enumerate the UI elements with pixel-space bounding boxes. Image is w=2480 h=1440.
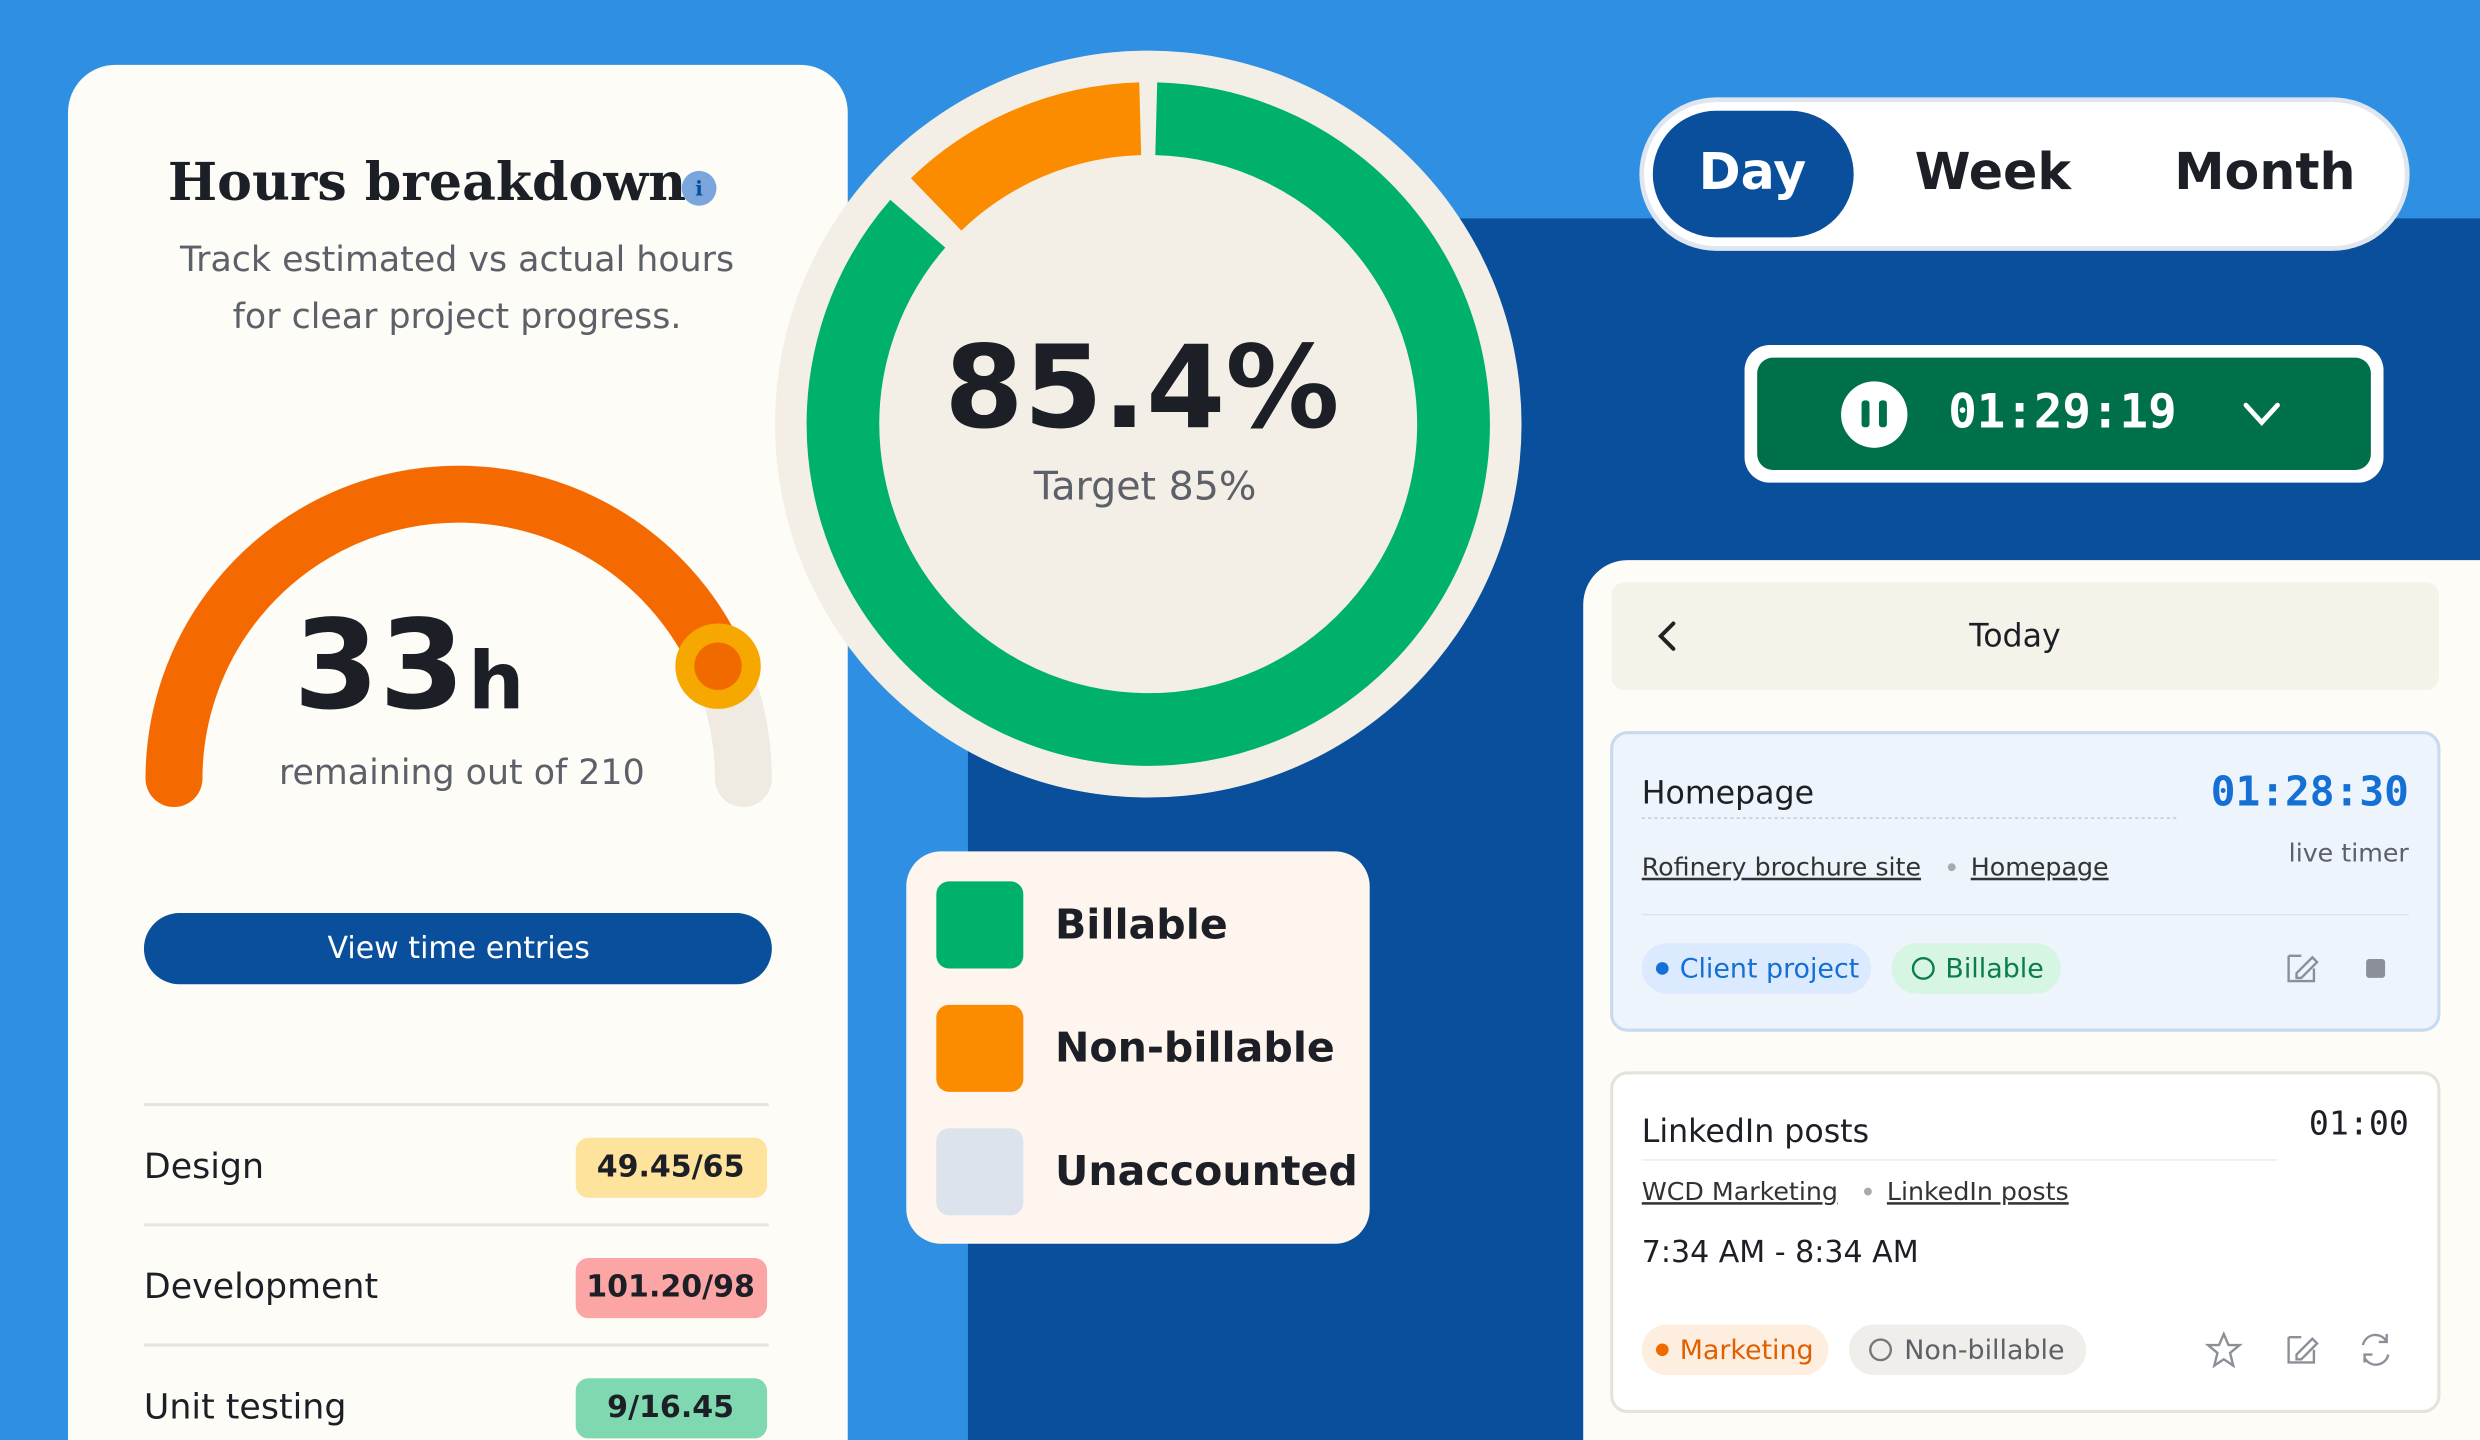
row-pill: [575, 1258, 768, 1319]
star-icon[interactable]: [2204, 1330, 2243, 1369]
repeat-icon[interactable]: [2361, 1333, 2390, 1366]
subtitle: for clear project progress.: [233, 297, 682, 337]
tag-icon: [1869, 1338, 1893, 1362]
edit-icon[interactable]: [2287, 1335, 2319, 1364]
row-pill: [575, 1137, 768, 1198]
entry-link[interactable]: Homepage: [1971, 853, 2109, 882]
tab-label[interactable]: Month: [2174, 142, 2355, 201]
tag: [1848, 1324, 2087, 1376]
legend-swatch: [936, 881, 1024, 969]
donut-caption: Target 85%: [1033, 463, 1257, 509]
row-label: Design: [144, 1147, 264, 1187]
tag-dot: [1655, 962, 1669, 975]
entry-time: 01:00: [2309, 1104, 2409, 1143]
legend-swatch: [936, 1004, 1024, 1092]
non-billable-arc: [910, 82, 1142, 232]
row-value: 49.45/65: [597, 1149, 745, 1184]
tag-icon: [1911, 956, 1935, 980]
active-tab[interactable]: [1652, 110, 1854, 238]
legend-label: Billable: [1055, 900, 1228, 948]
hours-card: [68, 64, 848, 1440]
remaining-value: 33: [293, 594, 465, 738]
legend-label: Non-billable: [1055, 1024, 1335, 1072]
info-icon[interactable]: [681, 170, 717, 206]
row-value: 9/16.45: [607, 1390, 734, 1425]
legend-label: Unaccounted: [1055, 1147, 1358, 1195]
donut-value: 85.4%: [944, 321, 1339, 454]
remaining-text: remaining out of 210: [279, 753, 645, 793]
row-value: 101.20/98: [586, 1270, 755, 1305]
pause-bar: [1861, 400, 1870, 428]
tag-dot: [1655, 1343, 1669, 1357]
info-icon-glyph: i: [695, 176, 703, 200]
tab-label[interactable]: Day: [1699, 142, 1807, 201]
dropdown-chevron[interactable]: [2243, 402, 2280, 427]
button-label: View time entries: [327, 931, 589, 966]
remaining-unit: h: [468, 635, 524, 727]
entry-card[interactable]: [1610, 1071, 2441, 1414]
entry-time-note: live timer: [2289, 839, 2410, 868]
task-rows: Design 49.45/65 Development 101.20/98 Unit t…: [143, 1102, 769, 1439]
gauge-knob-center: [694, 642, 742, 690]
row-pill: [575, 1378, 768, 1439]
entry-name: Homepage: [1642, 775, 1814, 811]
entry-link[interactable]: WCD Marketing: [1642, 1177, 1838, 1206]
entry-link[interactable]: Rofinery brochure site: [1642, 853, 1921, 882]
card-title: Hours breakdown: [168, 152, 686, 213]
row-label: Unit testing: [144, 1387, 346, 1427]
donut-backdrop: [775, 50, 1522, 798]
back-button[interactable]: [1657, 621, 1676, 651]
tag: [1641, 1324, 1829, 1376]
tab-label[interactable]: Week: [1915, 142, 2073, 201]
tag: [1641, 943, 1872, 994]
pause-bar: [1878, 400, 1887, 428]
timer-value: 01:29:19: [1948, 385, 2177, 440]
tag-label: Client project: [1680, 954, 1860, 985]
subtitle: Track estimated vs actual hours: [179, 240, 734, 280]
panel-header: [1611, 582, 2439, 690]
legend-swatch: [936, 1128, 1024, 1216]
entry-name: LinkedIn posts: [1642, 1114, 1869, 1150]
tag-label: Non-billable: [1904, 1335, 2064, 1366]
gauge-fill: [145, 465, 750, 808]
panel-title: Today: [1968, 619, 2060, 655]
tag: [1891, 943, 2061, 994]
pause-button[interactable]: [1841, 381, 1908, 448]
entry-time: 01:28:30: [2211, 767, 2409, 815]
separator-dot: [1863, 1187, 1872, 1196]
tag-label: Marketing: [1680, 1335, 1814, 1366]
entry-link[interactable]: LinkedIn posts: [1887, 1177, 2069, 1206]
view-entries-button[interactable]: [143, 913, 772, 985]
entry-range: 7:34 AM - 8:34 AM: [1642, 1235, 1919, 1270]
separator-dot: [1947, 863, 1956, 872]
edit-icon[interactable]: [2287, 954, 2319, 983]
tag-label: Billable: [1945, 954, 2043, 985]
billable-arc: [806, 82, 1490, 766]
stop-icon[interactable]: [2366, 958, 2386, 978]
timer[interactable]: [1757, 357, 2371, 470]
row-label: Development: [144, 1267, 378, 1307]
